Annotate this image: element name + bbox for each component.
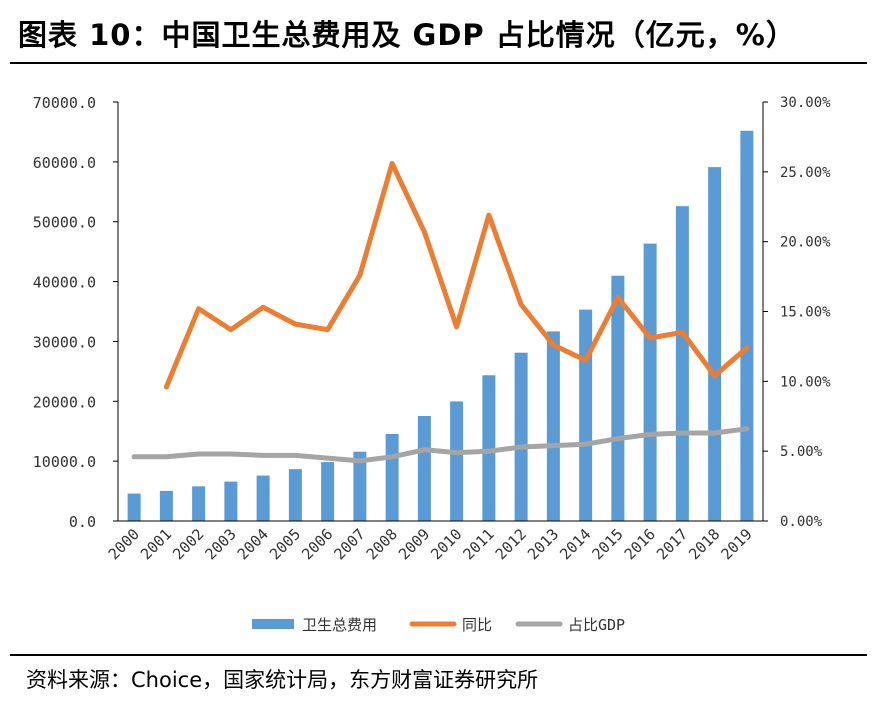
bar-2017 — [675, 206, 689, 522]
x-tick-label-2017: 2017 — [653, 525, 691, 563]
bar-2001 — [159, 490, 173, 521]
x-tick-label-2000: 2000 — [105, 525, 143, 563]
x-tick-label-2009: 2009 — [395, 525, 433, 563]
bar-2014 — [579, 309, 593, 521]
line-series — [131, 161, 750, 464]
left-tick-label: 60000.0 — [33, 154, 96, 172]
top-divider — [10, 62, 867, 64]
bar-2019 — [740, 130, 754, 521]
legend-label-0: 卫生总费用 — [302, 616, 377, 634]
left-tick-label: 30000.0 — [33, 333, 96, 351]
bar-2005 — [288, 469, 302, 521]
x-tick-label-2019: 2019 — [717, 525, 755, 563]
x-tick-label-2003: 2003 — [201, 525, 239, 563]
bar-2016 — [643, 243, 657, 521]
bar-2007 — [353, 451, 367, 521]
chart-title: 图表 10：中国卫生总费用及 GDP 占比情况（亿元，%） — [18, 18, 796, 52]
bar-2006 — [321, 462, 335, 521]
x-tick-label-2004: 2004 — [234, 525, 272, 563]
gdp-share-line — [131, 426, 750, 464]
bar-2003 — [224, 481, 238, 521]
bar-2015 — [611, 275, 625, 521]
x-tick-label-2002: 2002 — [169, 525, 207, 563]
bar-2000 — [127, 493, 141, 521]
x-tick-label-2012: 2012 — [492, 525, 530, 563]
x-tick-label-2007: 2007 — [330, 525, 368, 563]
bar-2011 — [482, 375, 496, 521]
bar-2013 — [546, 331, 560, 521]
legend-swatch-0 — [252, 619, 294, 629]
legend-label-2: 占比GDP — [568, 616, 625, 634]
bottom-divider — [10, 654, 867, 656]
source-note: 资料来源：Choice，国家统计局，东方财富证券研究所 — [26, 668, 539, 692]
bar-2008 — [385, 433, 399, 521]
left-tick-label: 70000.0 — [33, 94, 96, 112]
x-tick-label-2015: 2015 — [588, 525, 626, 563]
bar-series — [127, 130, 754, 522]
x-tick-label-2001: 2001 — [137, 525, 175, 563]
left-tick-label: 50000.0 — [33, 214, 96, 232]
right-tick-label: 30.00% — [780, 95, 831, 111]
x-tick-label-2014: 2014 — [556, 525, 594, 563]
x-tick-label-2006: 2006 — [298, 525, 336, 563]
x-tick-label-2013: 2013 — [524, 525, 562, 563]
left-tick-label: 0.0 — [69, 513, 96, 531]
legend-label-1: 同比 — [462, 616, 492, 634]
x-tick-label-2005: 2005 — [266, 525, 304, 563]
right-tick-label: 25.00% — [780, 165, 831, 181]
bar-2018 — [708, 167, 722, 521]
x-tick-label-2008: 2008 — [363, 525, 401, 563]
legend: 卫生总费用 同比 占比GDP — [252, 616, 625, 634]
right-tick-label: 15.00% — [780, 305, 831, 321]
x-tick-label-2016: 2016 — [621, 525, 659, 563]
left-tick-label: 20000.0 — [33, 393, 96, 411]
x-tick-label-2010: 2010 — [427, 525, 465, 563]
right-tick-label: 5.00% — [780, 444, 823, 460]
right-tick-label: 0.00% — [780, 514, 823, 530]
bar-2002 — [192, 486, 206, 521]
x-tick-label-2011: 2011 — [459, 525, 497, 563]
bar-2009 — [417, 415, 431, 521]
bar-2012 — [514, 352, 528, 521]
bar-2004 — [256, 475, 270, 521]
bar-2010 — [450, 401, 464, 521]
right-tick-label: 10.00% — [780, 374, 831, 390]
x-tick-label-2018: 2018 — [685, 525, 723, 563]
left-tick-label: 10000.0 — [33, 453, 96, 471]
left-tick-label: 40000.0 — [33, 274, 96, 292]
right-tick-label: 20.00% — [780, 235, 831, 251]
yoy-line — [163, 161, 750, 390]
